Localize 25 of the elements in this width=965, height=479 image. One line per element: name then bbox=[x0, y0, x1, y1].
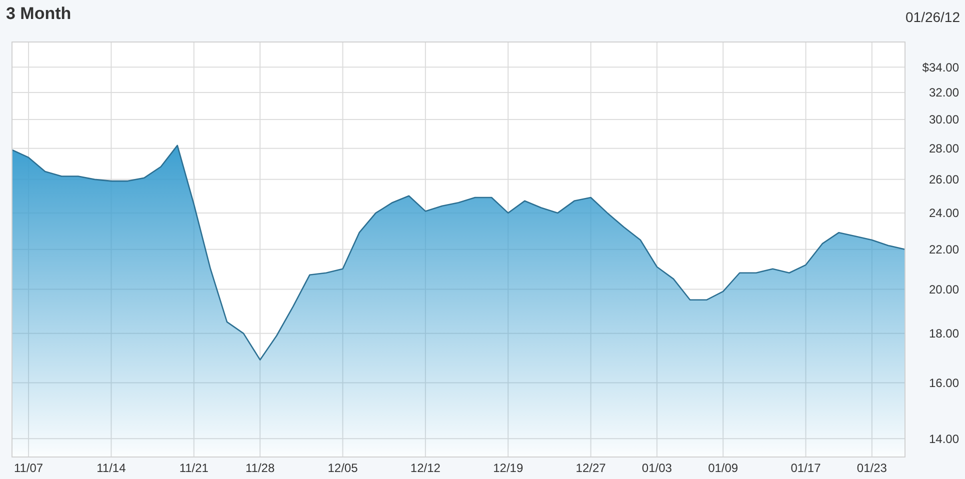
x-tick-label: 11/28 bbox=[245, 461, 275, 475]
x-tick-label: 01/23 bbox=[856, 461, 888, 475]
y-tick-label: 32.00 bbox=[928, 86, 960, 100]
y-tick-label: $34.00 bbox=[922, 60, 960, 74]
y-tick-label: 16.00 bbox=[928, 376, 960, 390]
y-tick-label: 22.00 bbox=[928, 242, 960, 257]
x-tick-label: 01/03 bbox=[642, 461, 672, 475]
y-tick-label: 24.00 bbox=[928, 206, 960, 220]
x-tick-label: 11/21 bbox=[179, 461, 209, 475]
x-tick-label: 12/27 bbox=[576, 461, 606, 475]
y-tick-label: 14.00 bbox=[928, 432, 960, 446]
x-tick-label: 11/07 bbox=[14, 461, 44, 475]
y-tick-label: 28.00 bbox=[928, 142, 960, 156]
x-tick-label: 12/05 bbox=[328, 461, 358, 475]
y-tick-label: 30.00 bbox=[928, 112, 960, 127]
y-tick-label: 26.00 bbox=[928, 172, 960, 187]
y-tick-label: 20.00 bbox=[928, 282, 960, 296]
x-tick-label: 01/17 bbox=[790, 461, 822, 475]
x-tick-label: 12/19 bbox=[493, 461, 524, 475]
x-tick-label: 01/09 bbox=[708, 461, 738, 475]
chart-title: 3 Month bbox=[6, 4, 72, 23]
x-tick-label: 11/14 bbox=[96, 461, 126, 475]
text: 01/26/12 bbox=[906, 9, 960, 25]
x-tick-label: 12/12 bbox=[410, 461, 441, 475]
y-tick-label: 18.00 bbox=[928, 326, 960, 341]
